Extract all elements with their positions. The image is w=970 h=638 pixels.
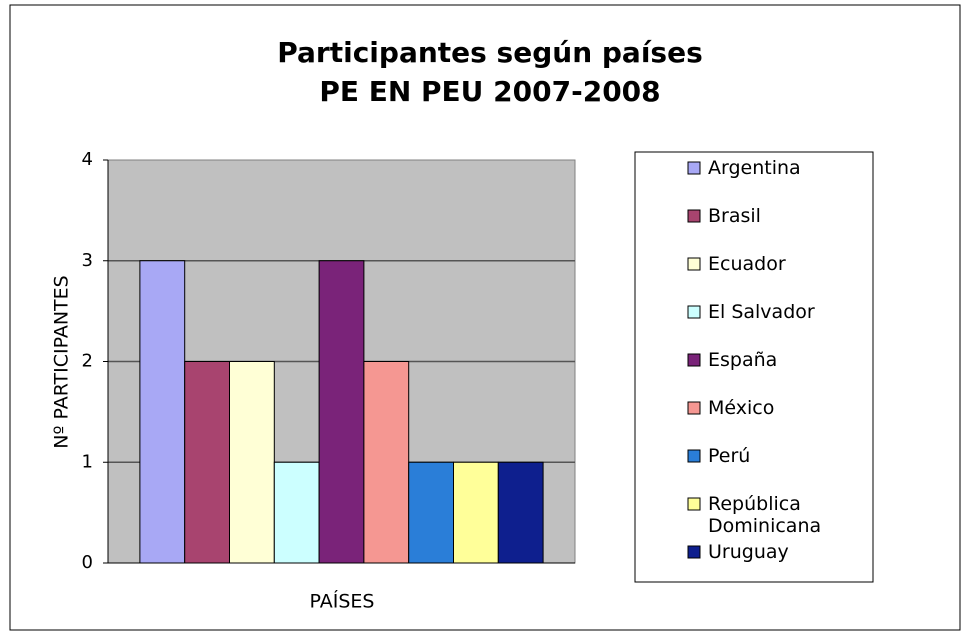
legend-swatch bbox=[687, 449, 701, 463]
legend-label: Brasil bbox=[708, 205, 761, 227]
bar bbox=[453, 461, 499, 564]
legend-label: El Salvador bbox=[708, 301, 815, 323]
bar bbox=[273, 461, 320, 564]
y-tick-label: 3 bbox=[82, 250, 93, 271]
chart-title: PE EN PEU 2007-2008 bbox=[319, 75, 660, 108]
chart-title: Participantes según países bbox=[277, 36, 702, 69]
legend-label: Argentina bbox=[708, 157, 801, 179]
bar bbox=[497, 461, 544, 564]
bar bbox=[184, 361, 230, 564]
legend-swatch bbox=[687, 497, 701, 511]
legend-swatch bbox=[687, 545, 701, 559]
legend-swatch bbox=[687, 257, 701, 271]
legend-label: Perú bbox=[708, 445, 751, 467]
legend-swatch bbox=[687, 209, 701, 223]
legend-swatch bbox=[687, 401, 701, 415]
bar bbox=[363, 361, 410, 564]
y-tick-label: 1 bbox=[82, 451, 93, 472]
y-tick-label: 0 bbox=[82, 552, 93, 573]
bar bbox=[408, 461, 455, 564]
legend-swatch bbox=[687, 353, 701, 367]
y-tick-label: 2 bbox=[82, 351, 93, 372]
legend-label: República Dominicana bbox=[708, 493, 822, 537]
y-axis-label: Nº PARTICIPANTES bbox=[51, 275, 73, 448]
bar bbox=[139, 260, 186, 564]
bar bbox=[318, 260, 365, 564]
legend-label: España bbox=[708, 349, 778, 371]
y-tick-label: 4 bbox=[82, 149, 93, 170]
legend-label: Ecuador bbox=[708, 253, 786, 275]
x-axis-label: PAÍSES bbox=[310, 590, 375, 613]
legend-label: México bbox=[708, 397, 775, 419]
legend-label: Uruguay bbox=[708, 541, 789, 563]
legend-box bbox=[634, 151, 874, 583]
bar bbox=[229, 361, 275, 564]
legend-swatch bbox=[687, 305, 701, 319]
legend-swatch bbox=[687, 161, 701, 175]
